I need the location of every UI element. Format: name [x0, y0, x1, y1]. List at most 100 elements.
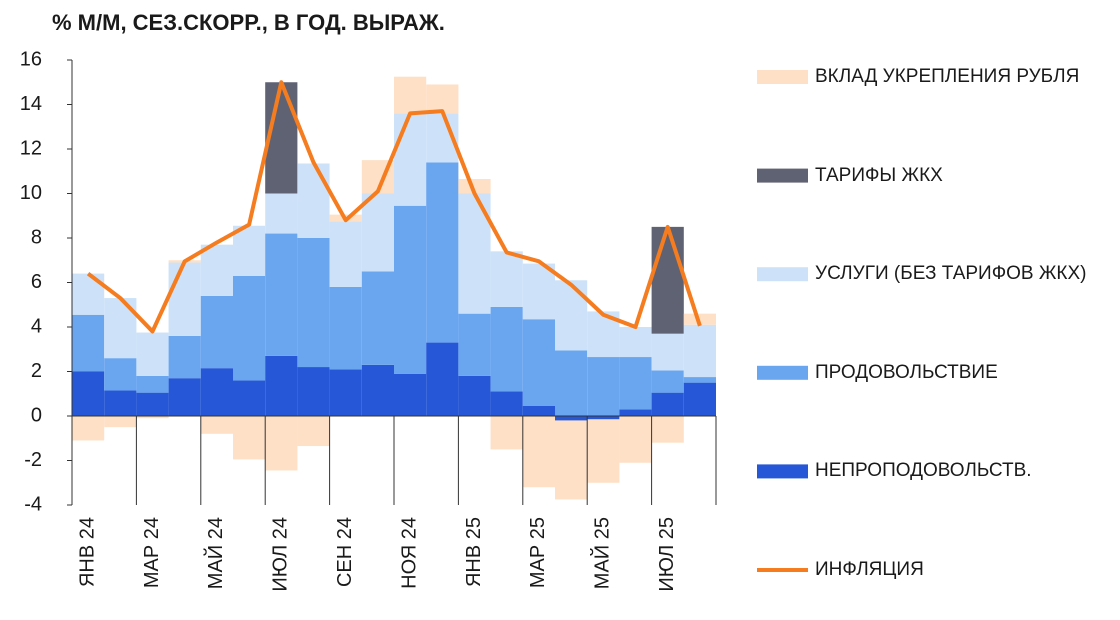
- bar-segment: [104, 416, 137, 428]
- bar-segment: [233, 275, 266, 381]
- bar-segment: [265, 416, 298, 471]
- bar-segment: [458, 313, 491, 376]
- x-tick-label: МАЙ 24: [203, 517, 227, 589]
- x-tick-label: ЯНВ 24: [76, 517, 98, 587]
- y-tick-label: -4: [24, 493, 42, 515]
- bar-segment: [522, 263, 555, 320]
- bar-segment: [651, 392, 684, 416]
- bar-segment: [297, 367, 330, 416]
- bar-segment: [490, 416, 523, 450]
- x-tick-label: ИЮЛ 25: [656, 517, 678, 592]
- x-tick-label: ИЮЛ 24: [270, 517, 292, 592]
- y-tick-label: 12: [20, 137, 42, 159]
- legend-label: УСЛУГИ (БЕЗ ТАРИФОВ ЖКХ): [815, 263, 1087, 285]
- legend-label: НЕПРОПОДОВОЛЬСТВ.: [815, 460, 1032, 482]
- bar-segment: [233, 416, 266, 460]
- bar-segment: [522, 416, 555, 488]
- bar-segment: [361, 193, 394, 272]
- bar-segment: [168, 262, 201, 336]
- bar-segment: [490, 251, 523, 307]
- legend-label: ПРОДОВОЛЬСТВИЕ: [815, 361, 998, 383]
- y-tick-label: -2: [24, 449, 42, 471]
- bar-segment: [522, 405, 555, 416]
- bar-segment: [233, 380, 266, 416]
- bar-segment: [619, 416, 652, 463]
- bar-segment: [297, 416, 330, 447]
- bar-segment: [394, 76, 427, 114]
- bar-segment: [555, 420, 588, 500]
- y-tick-label: 6: [31, 271, 42, 293]
- bar-segment: [200, 368, 233, 416]
- x-tick-label: СЕН 24: [334, 517, 356, 587]
- legend-label: ТАРИФЫ ЖКХ: [815, 164, 943, 186]
- bar-segment: [683, 324, 716, 378]
- bar-segment: [651, 226, 684, 334]
- x-tick-label: МАР 24: [141, 517, 163, 588]
- bar-segment: [72, 371, 105, 416]
- bar-segment: [522, 319, 555, 406]
- legend-swatch: [757, 267, 808, 282]
- bar-segment: [426, 162, 459, 343]
- y-tick-label: 10: [20, 182, 42, 204]
- y-tick-label: 16: [20, 48, 42, 70]
- bar-segment: [587, 419, 620, 483]
- bar-segment: [683, 377, 716, 383]
- bar-segment: [265, 233, 298, 356]
- bar-segment: [394, 113, 427, 206]
- bar-segment: [555, 350, 588, 416]
- bar-segment: [426, 84, 459, 114]
- bar-segment: [72, 314, 105, 372]
- bar-segment: [361, 271, 394, 365]
- bar-segment: [168, 335, 201, 379]
- bar-segment: [458, 179, 491, 194]
- bar-segment: [619, 357, 652, 410]
- x-tick-label: МАР 25: [527, 517, 549, 588]
- bar-segment: [200, 295, 233, 369]
- bar-segment: [555, 416, 588, 421]
- bar-segment: [136, 416, 169, 419]
- bar-segment: [329, 221, 362, 287]
- bar-segment: [619, 409, 652, 416]
- bar-segment: [651, 333, 684, 371]
- bar-segment: [490, 391, 523, 416]
- bar-segment: [136, 375, 169, 393]
- bar-segment: [233, 225, 266, 276]
- bar-segment: [265, 355, 298, 416]
- bar-segment: [555, 280, 588, 351]
- bar-segment: [265, 193, 298, 234]
- bar-segment: [136, 392, 169, 416]
- bar-segment: [619, 327, 652, 358]
- bar-segment: [104, 390, 137, 416]
- bar-segment: [329, 286, 362, 370]
- bar-segment: [361, 364, 394, 416]
- bar-segment: [683, 382, 716, 416]
- bar-segment: [490, 306, 523, 392]
- x-tick-label: ЯНВ 25: [463, 517, 485, 587]
- bar-segment: [136, 332, 169, 376]
- bar-segment: [297, 163, 330, 238]
- bar-segment: [394, 205, 427, 374]
- y-tick-label: 0: [31, 404, 42, 426]
- legend-label: ВКЛАД УКРЕПЛЕНИЯ РУБЛЯ: [815, 66, 1080, 87]
- bar-segment: [200, 416, 233, 434]
- x-tick-label: НОЯ 24: [398, 517, 420, 589]
- bar-segment: [651, 370, 684, 393]
- legend-label: ИНФЛЯЦИЯ: [815, 559, 924, 580]
- bar-segment: [168, 378, 201, 416]
- x-tick-label: МАЙ 25: [590, 517, 614, 589]
- bar-segment: [200, 244, 233, 296]
- bar-segment: [329, 369, 362, 416]
- bar-segment: [651, 416, 684, 443]
- legend-swatch: [757, 70, 808, 84]
- bar-segment: [458, 375, 491, 416]
- legend-swatch: [757, 464, 808, 479]
- chart-title: % М/М, СЕЗ.СКОРР., В ГОД. ВЫРАЖ.: [52, 10, 445, 35]
- y-tick-label: 14: [20, 93, 42, 115]
- bar-segment: [426, 342, 459, 416]
- bar-segment: [297, 238, 330, 368]
- legend-swatch: [757, 168, 808, 183]
- bar-segment: [72, 416, 105, 441]
- bar-segment: [683, 313, 716, 325]
